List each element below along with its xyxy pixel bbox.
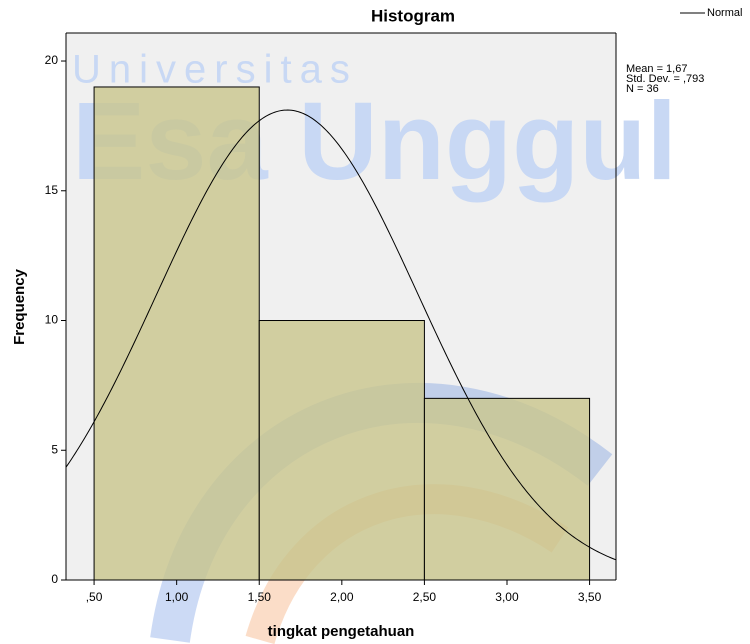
bar [423, 397, 591, 581]
bar [258, 320, 425, 581]
x-axis-label: tingkat pengetahuan [268, 623, 415, 640]
stats-label: Mean = 1,67 [626, 63, 687, 75]
x-tick-label: 2,00 [330, 590, 354, 604]
stats-label: Std. Dev. = ,793 [626, 73, 704, 85]
y-tick-label: 20 [45, 53, 59, 67]
x-tick-label: 2,50 [413, 590, 437, 604]
x-tick-label: ,50 [86, 590, 103, 604]
watermark-line: Universitas [72, 48, 358, 92]
y-tick-label: 0 [51, 572, 58, 586]
x-tick-label: 1,50 [248, 590, 272, 604]
bar [93, 86, 260, 581]
y-tick-label: 5 [51, 442, 58, 456]
x-tick-label: 3,50 [578, 590, 602, 604]
x-tick-label: 3,00 [495, 590, 519, 604]
y-axis-label: Frequency [11, 268, 28, 345]
stats-label: N = 36 [626, 83, 659, 95]
normal-curve [65, 109, 617, 561]
chart-title: Histogram [371, 6, 455, 25]
x-tick-label: 1,00 [165, 590, 189, 604]
legend-label: Normal [707, 7, 742, 19]
y-tick-label: 15 [45, 183, 59, 197]
y-tick-label: 10 [45, 313, 59, 327]
